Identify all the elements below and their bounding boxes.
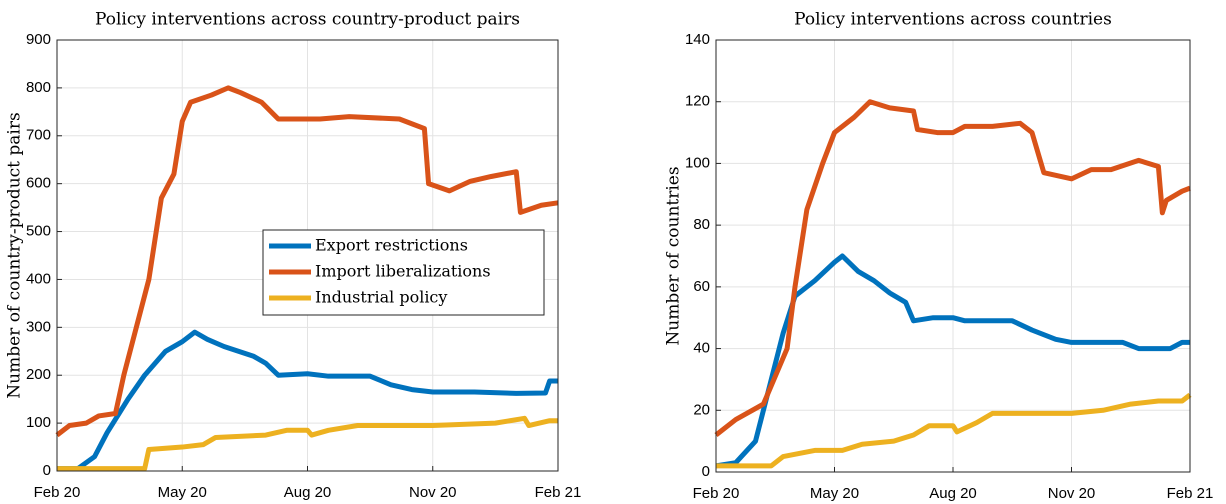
chart-title: Policy interventions across countries (794, 10, 1112, 30)
y-tick-label: 100 (26, 414, 51, 431)
y-tick-label: 900 (26, 31, 51, 48)
axes-box (715, 39, 1191, 473)
series-line (55, 85, 559, 438)
x-tick-label: Feb 20 (34, 484, 81, 501)
series-line (716, 392, 1192, 469)
y-tick-label: 300 (26, 318, 51, 335)
y-tick-label: 60 (693, 278, 710, 295)
x-tick-label: Nov 20 (409, 484, 457, 501)
legend-label: Industrial policy (315, 288, 447, 307)
y-axis-label: Number of countries (664, 166, 684, 345)
y-tick-label: 700 (26, 127, 51, 144)
y-tick-label: 500 (26, 223, 51, 240)
series-line (714, 99, 1191, 437)
x-tick-label: May 20 (158, 484, 207, 501)
x-tick-label: Nov 20 (1048, 485, 1096, 502)
axes-box (56, 39, 559, 472)
x-tick-label: Aug 20 (929, 485, 977, 502)
y-tick-label: 0 (43, 462, 51, 479)
y-tick-label: 400 (26, 270, 51, 287)
series-line (57, 329, 558, 472)
series-line (715, 253, 1190, 469)
y-tick-label: 0 (702, 463, 710, 480)
x-tick-label: May 20 (810, 485, 859, 502)
x-tick-label: Feb 20 (693, 485, 740, 502)
x-tick-label: Feb 21 (1167, 485, 1214, 502)
y-tick-label: 140 (685, 31, 710, 48)
legend-label: Export restrictions (315, 236, 468, 255)
chart-title: Policy interventions across country-prod… (95, 10, 520, 30)
y-tick-label: 80 (693, 216, 710, 233)
y-tick-label: 800 (26, 79, 51, 96)
y-tick-label: 600 (26, 175, 51, 192)
y-tick-label: 200 (26, 366, 51, 383)
x-tick-label: Feb 21 (535, 484, 582, 501)
legend-label: Import liberalizations (315, 262, 491, 281)
series-line (57, 415, 558, 472)
y-tick-label: 100 (685, 154, 710, 171)
y-tick-label: 40 (693, 340, 710, 357)
x-tick-label: Aug 20 (284, 484, 332, 501)
y-axis-label: Number of country-product pairs (5, 112, 25, 398)
y-tick-label: 20 (693, 401, 710, 418)
y-tick-label: 120 (685, 93, 710, 110)
